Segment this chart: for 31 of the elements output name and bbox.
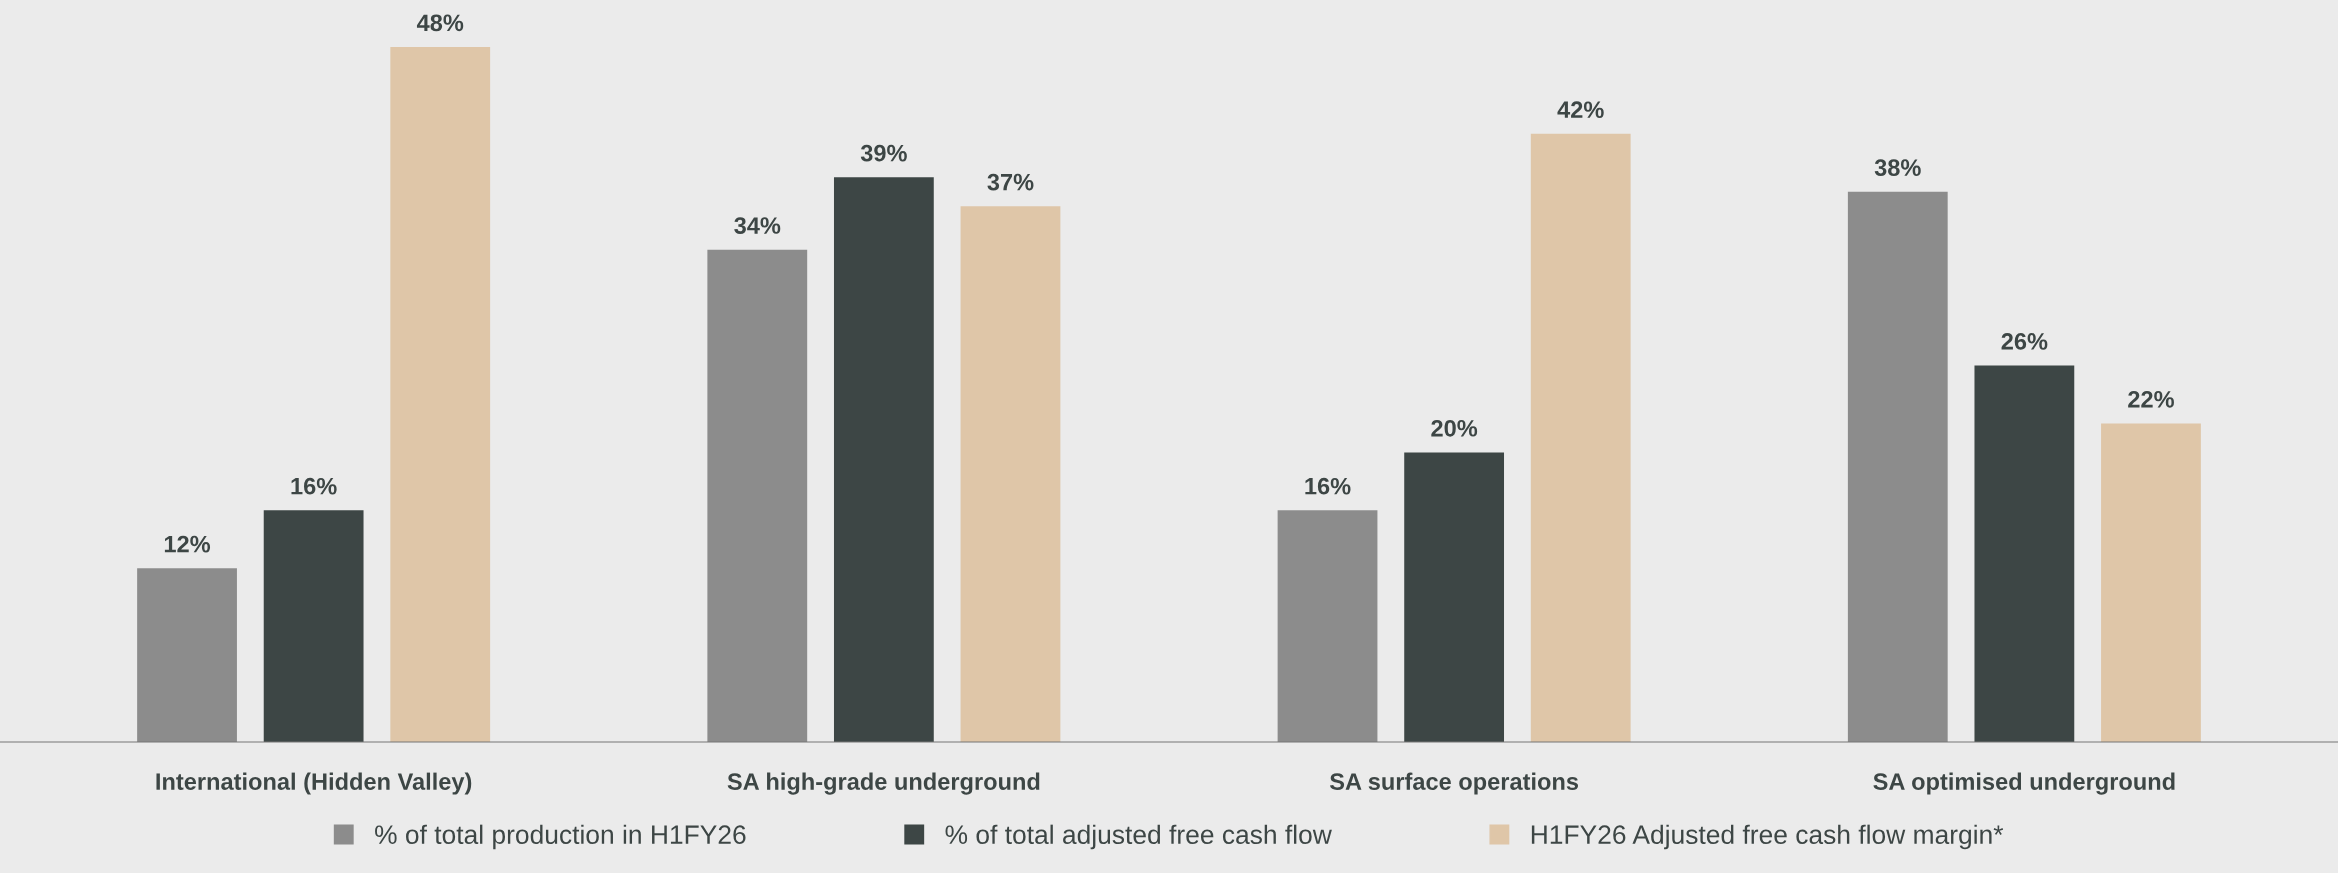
bar [1404,452,1505,743]
bar [960,206,1061,743]
data-label: 42% [1557,101,1604,119]
data-label: 22% [2128,390,2174,408]
data-label: 26% [2001,333,2048,350]
legend-label: % of total adjusted free cash flow [945,824,1332,850]
x-tick-label: SA optimised underground [1873,772,2175,795]
data-label: 34% [734,217,781,234]
data-label: 16% [291,477,337,495]
bar [1277,510,1378,743]
data-label: 16% [1305,477,1351,495]
bar [2101,423,2201,743]
bar [137,568,237,743]
bar [1530,133,1631,743]
bar [1974,365,2075,743]
data-label: 38% [1874,159,1921,177]
x-tick-label: SA surface operations [1329,772,1579,795]
bar [1847,191,1948,743]
data-label: 48% [416,14,464,32]
bar [707,249,808,743]
legend-label: % of total production in H1FY26 [375,824,746,850]
x-tick-label: International (Hidden Valley) [156,772,472,795]
bar [263,510,364,743]
data-label: 39% [860,144,907,162]
data-label: 12% [164,535,211,553]
bar [833,177,934,743]
legend-label: H1FY26 Adjusted free cash flow margin* [1531,824,2004,850]
bar [390,46,491,743]
x-tick-label: SA high-grade underground [727,772,1040,795]
data-label: 37% [987,173,1034,191]
data-label: 20% [1431,419,1478,437]
